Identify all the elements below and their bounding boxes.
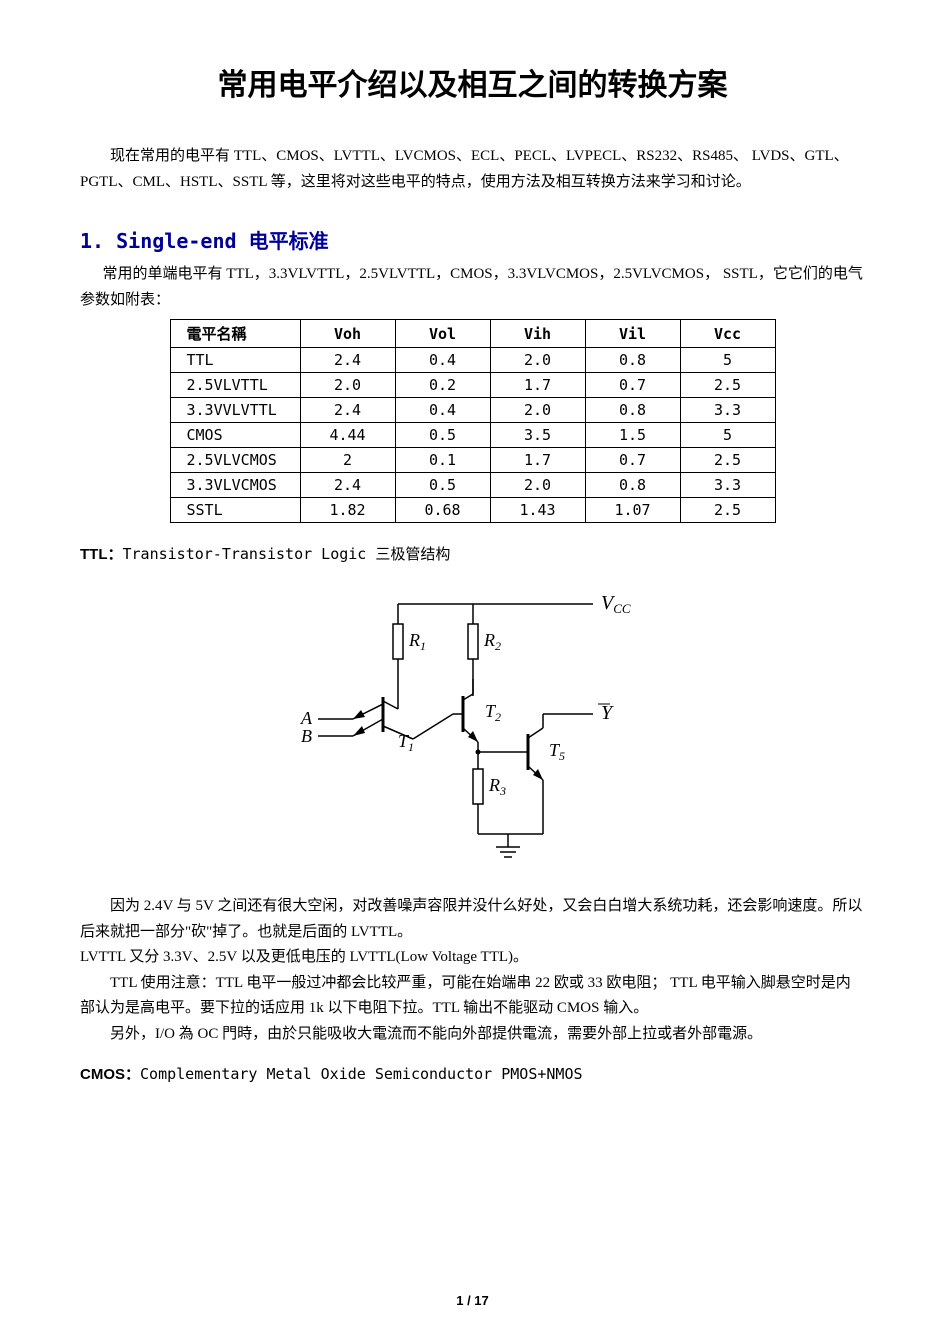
table-header-row: 電平名稱 Voh Vol Vih Vil Vcc: [170, 320, 775, 348]
table-cell: 3.3VLVCMOS: [170, 473, 300, 498]
ttl-subheading: TTL：Transistor-Transistor Logic 三极管结构: [80, 543, 865, 564]
ttl-para-2: LVTTL 又分 3.3V、2.5V 以及更低电压的 LVTTL(Low Vol…: [80, 945, 865, 971]
table-cell: 0.5: [395, 473, 490, 498]
page-number: 1 / 17: [0, 1293, 945, 1308]
intro-paragraph: 现在常用的电平有 TTL、CMOS、LVTTL、LVCMOS、ECL、PECL、…: [80, 144, 865, 195]
table-cell: 1.43: [490, 498, 585, 523]
table-cell: 0.2: [395, 373, 490, 398]
table-header-cell: Voh: [300, 320, 395, 348]
r1-label: R1: [408, 630, 426, 653]
section-1-heading: 1. Single-end 电平标准: [80, 225, 865, 254]
table-cell: 0.1: [395, 448, 490, 473]
table-cell: 1.82: [300, 498, 395, 523]
t1-label: T1: [398, 731, 414, 754]
cmos-desc: Complementary Metal Oxide Semiconductor …: [140, 1065, 583, 1083]
table-cell: TTL: [170, 348, 300, 373]
table-cell: 5: [680, 423, 775, 448]
ttl-desc: Transistor-Transistor Logic 三极管结构: [123, 545, 451, 563]
ttl-circuit-diagram: VCC R1 R2 A B T1: [80, 584, 865, 864]
table-cell: 1.5: [585, 423, 680, 448]
table-header-cell: Vol: [395, 320, 490, 348]
ttl-para-3: TTL 使用注意：TTL 电平一般过冲都会比较严重，可能在始端串 22 欧或 3…: [80, 971, 865, 1022]
cmos-label: CMOS：: [80, 1066, 140, 1083]
table-cell: 1.7: [490, 448, 585, 473]
table-header-cell: Vih: [490, 320, 585, 348]
table-cell: 0.8: [585, 473, 680, 498]
table-cell: 0.7: [585, 373, 680, 398]
table-row: 3.3VVLVTTL2.40.42.00.83.3: [170, 398, 775, 423]
table-cell: 2.5: [680, 448, 775, 473]
ttl-para-1: 因为 2.4V 与 5V 之间还有很大空闲，对改善噪声容限并没什么好处，又会白白…: [80, 894, 865, 945]
table-header-cell: 電平名稱: [170, 320, 300, 348]
table-cell: 2.0: [490, 398, 585, 423]
table-cell: 1.7: [490, 373, 585, 398]
y-label: Y: [601, 702, 614, 724]
table-cell: 2.4: [300, 473, 395, 498]
ttl-para-4: 另外，I/O 為 OC 門時，由於只能吸收大電流而不能向外部提供電流，需要外部上…: [80, 1022, 865, 1048]
table-cell: 2.4: [300, 398, 395, 423]
table-cell: CMOS: [170, 423, 300, 448]
table-cell: 2.5VLVTTL: [170, 373, 300, 398]
r2-label: R2: [483, 630, 501, 653]
table-header-cell: Vcc: [680, 320, 775, 348]
table-cell: 2.5: [680, 498, 775, 523]
circuit-svg: VCC R1 R2 A B T1: [293, 584, 653, 864]
table-row: SSTL1.820.681.431.072.5: [170, 498, 775, 523]
ttl-label: TTL：: [80, 546, 123, 563]
table-row: 2.5VLVTTL2.00.21.70.72.5: [170, 373, 775, 398]
table-cell: 2: [300, 448, 395, 473]
table-cell: 5: [680, 348, 775, 373]
table-row: 3.3VLVCMOS2.4 0.52.00.83.3: [170, 473, 775, 498]
table-cell: 2.5: [680, 373, 775, 398]
vcc-label: VCC: [601, 592, 631, 616]
r3-label: R3: [488, 775, 506, 798]
cmos-subheading: CMOS：Complementary Metal Oxide Semicondu…: [80, 1063, 865, 1084]
table-cell: 0.4: [395, 348, 490, 373]
table-cell: 0.8: [585, 348, 680, 373]
table-row: 2.5VLVCMOS20.11.70.72.5: [170, 448, 775, 473]
table-cell: 3.5: [490, 423, 585, 448]
table-row: CMOS4.440.53.51.55: [170, 423, 775, 448]
table-header-cell: Vil: [585, 320, 680, 348]
level-params-table: 電平名稱 Voh Vol Vih Vil Vcc TTL2.40.42.00.8…: [170, 319, 776, 523]
table-cell: 3.3VVLVTTL: [170, 398, 300, 423]
a-label: A: [300, 708, 313, 728]
table-cell: 2.0: [300, 373, 395, 398]
page-title: 常用电平介绍以及相互之间的转换方案: [80, 60, 865, 104]
table-cell: 2.0: [490, 348, 585, 373]
table-cell: 0.4: [395, 398, 490, 423]
table-cell: SSTL: [170, 498, 300, 523]
level-params-table-container: 電平名稱 Voh Vol Vih Vil Vcc TTL2.40.42.00.8…: [80, 319, 865, 523]
table-cell: 0.5: [395, 423, 490, 448]
t2-label: T2: [485, 701, 501, 724]
table-cell: 3.3: [680, 398, 775, 423]
table-cell: 2.4: [300, 348, 395, 373]
table-cell: 0.7: [585, 448, 680, 473]
table-cell: 0.8: [585, 398, 680, 423]
table-cell: 1.07: [585, 498, 680, 523]
table-cell: 0.68: [395, 498, 490, 523]
table-cell: 3.3: [680, 473, 775, 498]
table-row: TTL2.40.42.00.85: [170, 348, 775, 373]
t5-label: T5: [549, 740, 565, 763]
table-cell: 4.44: [300, 423, 395, 448]
section-1-desc: 常用的单端电平有 TTL，3.3VLVTTL，2.5VLVTTL，CMOS，3.…: [80, 262, 865, 313]
table-cell: 2.5VLVCMOS: [170, 448, 300, 473]
table-cell: 2.0: [490, 473, 585, 498]
b-label: B: [301, 726, 312, 746]
